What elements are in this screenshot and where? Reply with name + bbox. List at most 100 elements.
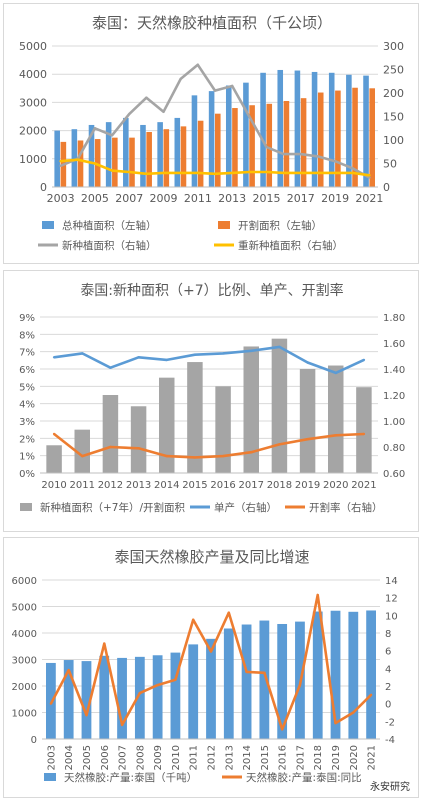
x-tick-label: 2016 bbox=[278, 745, 289, 770]
line-point-1-2005 bbox=[85, 713, 88, 717]
line-point-2-2020 bbox=[351, 167, 354, 170]
y-left-tick-label: 2% bbox=[19, 434, 35, 445]
bar-0-2021 bbox=[356, 387, 372, 473]
y-right-tick-label: 1.40 bbox=[383, 365, 405, 376]
line-point-2-2014 bbox=[248, 115, 251, 118]
x-tick-label: 2007 bbox=[118, 745, 129, 770]
line-point-2-2011 bbox=[196, 63, 200, 66]
bar-0-2021 bbox=[366, 610, 376, 739]
line-point-3-2015 bbox=[265, 170, 268, 174]
legend-swatch-1 bbox=[218, 221, 230, 229]
bar-0-2011 bbox=[188, 644, 199, 739]
y-right-tick-label: 150 bbox=[383, 111, 404, 124]
x-tick-label: 2006 bbox=[100, 745, 111, 770]
bar-1-2013 bbox=[232, 108, 238, 187]
bar-1-2016 bbox=[283, 100, 290, 187]
y-right-tick-label: 4 bbox=[385, 664, 391, 675]
y-left-tick-label: 1000 bbox=[19, 153, 47, 166]
bar-0-2009 bbox=[152, 655, 163, 739]
line-point-1-2015 bbox=[193, 353, 197, 356]
bar-1-2010 bbox=[180, 126, 187, 187]
y-right-tick-label: 1.60 bbox=[383, 339, 405, 350]
bar-1-2008 bbox=[146, 132, 152, 187]
line-point-2-2003 bbox=[59, 164, 62, 168]
legend-swatch-0 bbox=[20, 503, 32, 511]
x-tick-label: 2013 bbox=[224, 745, 235, 770]
line-point-2-2021 bbox=[368, 176, 371, 179]
x-tick-label: 2020 bbox=[349, 745, 360, 770]
chart-panel-production: 泰国天然橡胶产量及同比增速 0 1000 2000 3000 4000 5000 6000 -4… bbox=[3, 537, 419, 798]
y-right-tick-label: -4 bbox=[385, 735, 395, 746]
bar-0-2014 bbox=[159, 377, 175, 473]
line-point-1-2016 bbox=[221, 352, 225, 355]
x-tick-label: 2017 bbox=[239, 480, 264, 491]
legend-label-0: 总种植面积（左轴） bbox=[62, 219, 157, 232]
line-point-1-2015 bbox=[263, 671, 266, 674]
x-tick-label: 2008 bbox=[135, 745, 146, 770]
y-left-tick-label: 3000 bbox=[19, 96, 47, 109]
x-tick-label: 2018 bbox=[267, 480, 292, 491]
bar-0-2007 bbox=[117, 657, 127, 739]
y-right-tick-label: 0 bbox=[383, 181, 390, 194]
bar-0-2010 bbox=[174, 117, 181, 187]
chart-panel-new-planting-ratio: 泰国:新种面积（+7）比例、单产、开割率 0% 1% 2% 3% 4% 5% 6% 7% 8% 9%… bbox=[3, 270, 419, 532]
y-left-tick-label: 4000 bbox=[12, 629, 37, 640]
x-tick-label: 2021 bbox=[351, 480, 376, 491]
line-point-1-2010 bbox=[52, 356, 56, 359]
bar-0-2015 bbox=[187, 362, 203, 473]
legend-label-3: 重新种植面积（右轴） bbox=[238, 239, 343, 252]
line-point-3-2010 bbox=[179, 171, 182, 175]
line-point-3-2019 bbox=[333, 171, 337, 175]
x-tick-label: 2021 bbox=[367, 745, 378, 770]
x-tick-label: 2017 bbox=[287, 192, 315, 205]
line-point-1-2019 bbox=[306, 361, 309, 364]
y-right-tick-label: 200 bbox=[383, 87, 404, 100]
line-point-1-2018 bbox=[278, 345, 281, 349]
y-right-tick-label: 0.60 bbox=[383, 469, 405, 480]
line-point-2-2014 bbox=[165, 454, 168, 458]
bar-0-2019 bbox=[328, 72, 335, 187]
line-point-1-2003 bbox=[49, 702, 53, 705]
line-point-1-2012 bbox=[109, 366, 112, 369]
y-left-tick-label: 0% bbox=[19, 469, 35, 480]
line-point-1-2016 bbox=[280, 728, 284, 731]
x-tick-label: 2016 bbox=[210, 480, 235, 491]
line-point-1-2007 bbox=[120, 723, 124, 727]
bar-0-2006 bbox=[99, 655, 110, 739]
line-point-1-2021 bbox=[362, 358, 366, 362]
line-point-3-2009 bbox=[162, 171, 165, 175]
line-point-1-2010 bbox=[174, 678, 177, 682]
y-left-tick-label: 3000 bbox=[12, 656, 37, 667]
watermark: 永安研究 bbox=[368, 778, 412, 793]
legend-label-2: 开割率（右轴） bbox=[309, 501, 383, 514]
legend-label-1: 单产（右轴） bbox=[214, 501, 277, 514]
bar-0-2015 bbox=[259, 620, 270, 739]
line-point-2-2019 bbox=[333, 159, 337, 163]
y-left-tick-label: 3% bbox=[19, 417, 35, 428]
line-point-3-2006 bbox=[110, 169, 114, 172]
x-tick-label: 2013 bbox=[126, 480, 151, 491]
x-tick-label: 2003 bbox=[46, 745, 57, 770]
line-point-1-2018 bbox=[316, 593, 319, 597]
legend-label-0: 天然橡胶:产量:泰国（千吨） bbox=[64, 771, 197, 784]
x-tick-label: 2019 bbox=[331, 745, 342, 770]
bar-0-2019 bbox=[299, 369, 316, 473]
bar-1-2018 bbox=[317, 92, 324, 187]
line-series-2 bbox=[53, 432, 364, 459]
bar-0-2013 bbox=[223, 628, 234, 739]
x-tick-label: 2015 bbox=[252, 192, 280, 205]
y-left-tick-label: 6% bbox=[19, 365, 35, 376]
bar-0-2012 bbox=[206, 638, 216, 739]
bar-0-2015 bbox=[260, 72, 266, 187]
legend-label-0: 新种植面积（+7年）/开割面积 bbox=[40, 501, 186, 514]
y-left-tick-label: 5000 bbox=[19, 40, 47, 53]
bar-0-2020 bbox=[328, 365, 344, 473]
line-point-2-2019 bbox=[306, 438, 309, 441]
chart-title: 泰国天然橡胶产量及同比增速 bbox=[114, 548, 309, 566]
bar-1-2014 bbox=[249, 105, 255, 187]
bar-1-2020 bbox=[352, 87, 358, 187]
x-tick-label: 2011 bbox=[189, 745, 200, 770]
bar-0-2020 bbox=[348, 611, 359, 739]
bar-0-2009 bbox=[157, 122, 163, 187]
line-point-3-2021 bbox=[368, 174, 371, 177]
